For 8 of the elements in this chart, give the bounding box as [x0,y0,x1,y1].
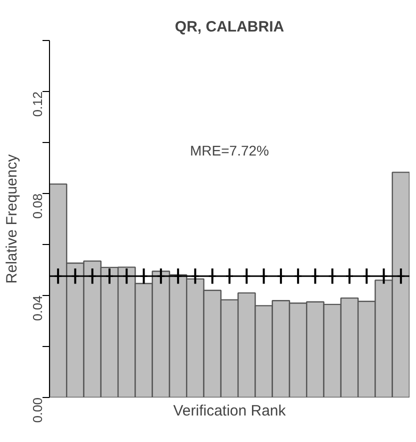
chart-title: QR, CALABRIA [174,18,284,36]
y-tick-label: 0.08 [30,193,45,219]
x-axis-title: Verification Rank [173,402,286,420]
y-tick-label: 0.12 [30,91,45,117]
y-axis-title: Relative Frequency [4,154,20,284]
y-tick-label: 0.04 [30,295,45,321]
annotation: MRE=7.72% [190,142,269,158]
y-tick-label: 0.00 [30,397,45,423]
